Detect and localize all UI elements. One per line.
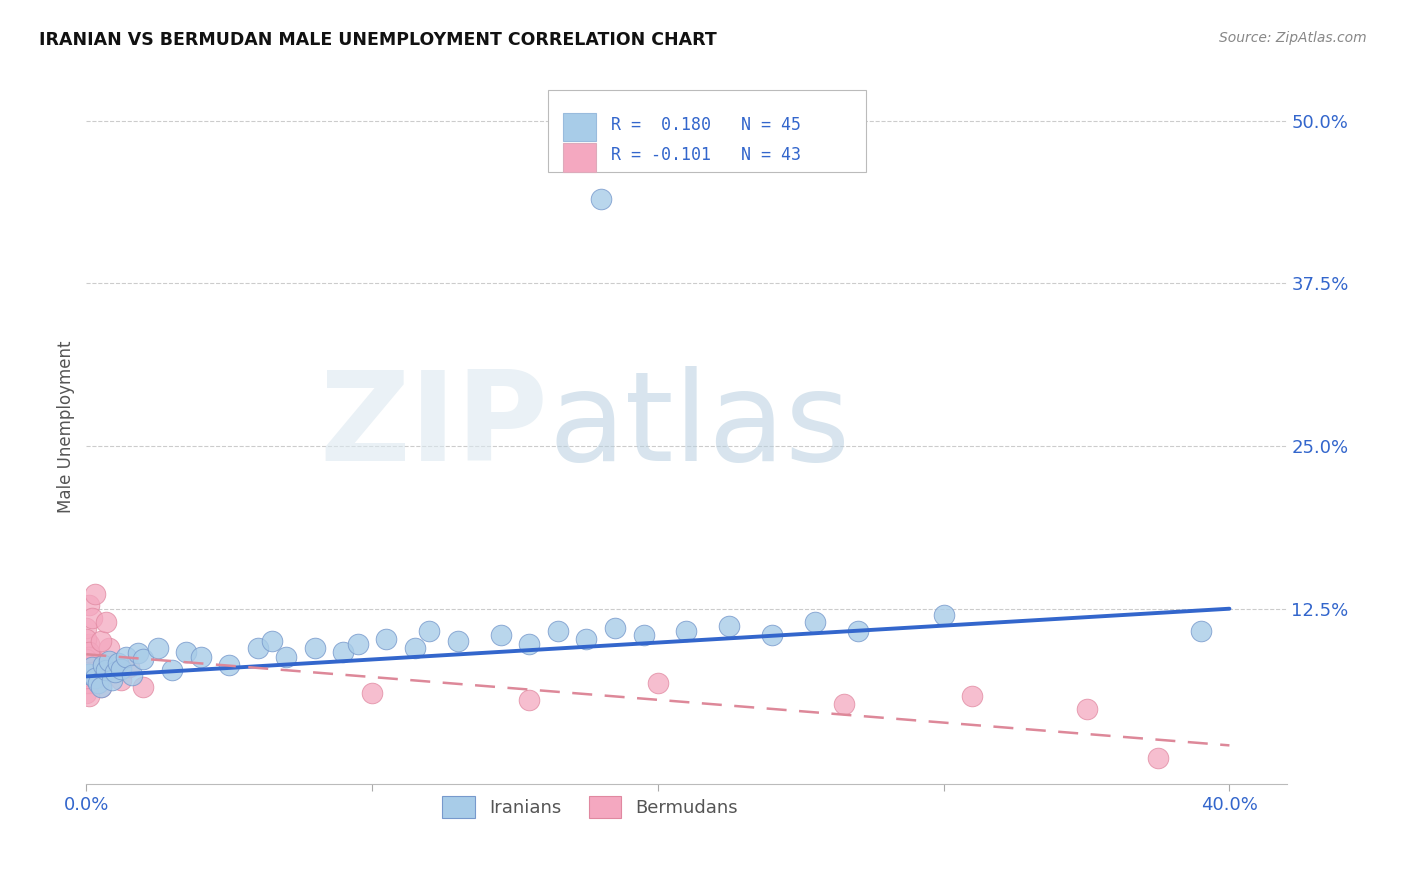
- Point: [104, 660, 127, 674]
- Point: [547, 624, 569, 638]
- Point: [75, 676, 97, 690]
- Point: [80, 649, 103, 664]
- Point: [361, 686, 384, 700]
- Point: [127, 646, 149, 660]
- Point: [83, 654, 105, 668]
- Point: [218, 657, 240, 672]
- Point: [90, 634, 112, 648]
- Point: [718, 618, 741, 632]
- Point: [75, 671, 97, 685]
- Point: [101, 673, 124, 688]
- Point: [77, 689, 100, 703]
- Point: [107, 657, 129, 671]
- Point: [190, 649, 212, 664]
- Text: R = -0.101   N = 43: R = -0.101 N = 43: [610, 146, 801, 164]
- Point: [80, 660, 103, 674]
- FancyBboxPatch shape: [562, 144, 596, 172]
- Text: Source: ZipAtlas.com: Source: ZipAtlas.com: [1219, 31, 1367, 45]
- Legend: Iranians, Bermudans: Iranians, Bermudans: [436, 789, 745, 825]
- Point: [87, 676, 110, 690]
- Point: [96, 663, 118, 677]
- Point: [80, 666, 103, 681]
- Point: [77, 660, 100, 674]
- FancyBboxPatch shape: [548, 90, 866, 172]
- Point: [80, 611, 103, 625]
- Point: [110, 673, 132, 688]
- Point: [375, 632, 398, 646]
- Point: [80, 668, 103, 682]
- Text: ZIP: ZIP: [319, 366, 548, 487]
- Point: [1189, 624, 1212, 638]
- Point: [1147, 751, 1170, 765]
- Point: [96, 615, 118, 629]
- Point: [304, 640, 326, 655]
- Point: [1076, 702, 1098, 716]
- Point: [846, 624, 869, 638]
- Text: IRANIAN VS BERMUDAN MALE UNEMPLOYMENT CORRELATION CHART: IRANIAN VS BERMUDAN MALE UNEMPLOYMENT CO…: [39, 31, 717, 49]
- Point: [87, 663, 110, 677]
- Point: [517, 693, 540, 707]
- Point: [932, 608, 955, 623]
- Point: [80, 665, 103, 680]
- Point: [276, 649, 298, 664]
- Point: [176, 645, 198, 659]
- Point: [77, 598, 100, 612]
- Point: [98, 654, 121, 668]
- Point: [90, 680, 112, 694]
- Point: [404, 640, 426, 655]
- Point: [75, 621, 97, 635]
- Point: [132, 680, 155, 694]
- Point: [87, 663, 110, 677]
- Point: [447, 634, 470, 648]
- Point: [960, 689, 983, 703]
- Point: [575, 632, 598, 646]
- Point: [633, 628, 655, 642]
- FancyBboxPatch shape: [562, 112, 596, 141]
- Point: [418, 624, 440, 638]
- Point: [77, 666, 100, 681]
- Text: R =  0.180   N = 45: R = 0.180 N = 45: [610, 116, 801, 134]
- Point: [146, 640, 169, 655]
- Point: [83, 657, 105, 672]
- Y-axis label: Male Unemployment: Male Unemployment: [58, 340, 75, 513]
- Point: [110, 662, 132, 676]
- Point: [83, 587, 105, 601]
- Point: [77, 637, 100, 651]
- Point: [77, 649, 100, 664]
- Point: [832, 697, 855, 711]
- Point: [804, 615, 827, 629]
- Point: [132, 652, 155, 666]
- Point: [160, 663, 183, 677]
- Point: [246, 640, 269, 655]
- Point: [77, 647, 100, 661]
- Point: [589, 192, 612, 206]
- Point: [115, 649, 138, 664]
- Point: [104, 665, 127, 680]
- Text: atlas: atlas: [548, 366, 851, 487]
- Point: [517, 637, 540, 651]
- Point: [75, 645, 97, 659]
- Point: [98, 640, 121, 655]
- Point: [118, 660, 141, 674]
- Point: [346, 637, 368, 651]
- Point: [489, 628, 512, 642]
- Point: [260, 634, 283, 648]
- Point: [75, 652, 97, 666]
- Point: [603, 621, 626, 635]
- Point: [75, 666, 97, 681]
- Point: [80, 671, 103, 685]
- Point: [83, 657, 105, 672]
- Point: [761, 628, 783, 642]
- Point: [77, 645, 100, 659]
- Point: [75, 686, 97, 700]
- Point: [647, 676, 669, 690]
- Point: [83, 671, 105, 685]
- Point: [332, 645, 354, 659]
- Point: [77, 676, 100, 690]
- Point: [93, 657, 115, 672]
- Point: [90, 680, 112, 694]
- Point: [75, 632, 97, 646]
- Point: [121, 668, 143, 682]
- Point: [675, 624, 697, 638]
